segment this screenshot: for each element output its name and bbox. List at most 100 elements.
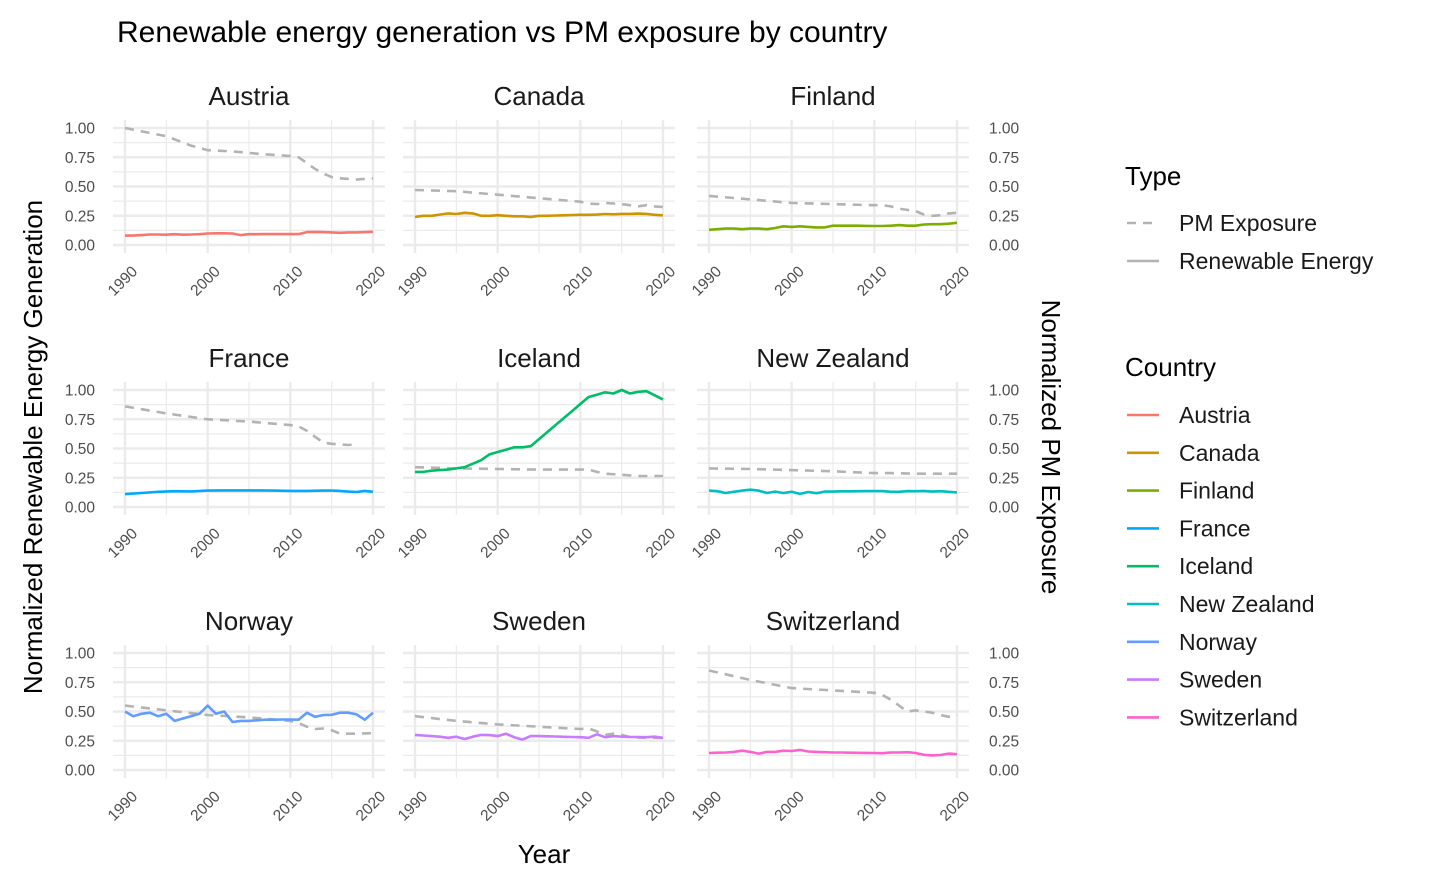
panel-title: Sweden: [492, 606, 586, 636]
y-tick-label-left: 0.75: [65, 150, 95, 167]
y-tick-label-right: 1.00: [989, 383, 1020, 400]
y-tick-label-right: 0.50: [989, 179, 1020, 196]
panel-france: France 1990 2000 2010 2020 0.00 0.25 0.50 0.75 1.…: [65, 343, 390, 562]
renewable-energy-line: [414, 732, 664, 741]
legend-label: Finland: [1179, 478, 1254, 504]
y-tick-label-right: 0.25: [989, 733, 1019, 750]
pm-exposure-line: [124, 704, 374, 736]
x-tick-label: 1990: [395, 263, 432, 300]
y-axis-right-title: Normalized PM Exposure: [1036, 300, 1066, 595]
chart-title: Renewable energy generation vs PM exposu…: [117, 16, 887, 49]
y-tick-label-right: 0.75: [989, 150, 1019, 167]
y-tick-label-right: 0.50: [989, 441, 1020, 458]
x-tick-label: 2020: [353, 263, 390, 300]
y-tick-label-left: 1.00: [65, 121, 96, 138]
legend-label: Switzerland: [1179, 704, 1298, 730]
pm-exposure-line: [708, 194, 958, 218]
x-tick-label: 1990: [105, 263, 142, 300]
panel-title: New Zealand: [756, 343, 909, 373]
legend-label: New Zealand: [1179, 591, 1315, 617]
x-tick-label: 2010: [560, 525, 597, 562]
x-tick-label: 2000: [477, 263, 514, 300]
panel-title: Austria: [209, 81, 290, 111]
y-tick-label-left: 0.00: [65, 500, 96, 517]
y-tick-label-left: 0.50: [65, 704, 96, 721]
renewable-energy-line: [415, 388, 664, 474]
panel-norway: Norway 1990 2000 2010 2020 0.00 0.25 0.50 0.75 1.…: [65, 606, 390, 825]
x-tick-label: 2000: [771, 525, 808, 562]
y-tick-label-left: 0.50: [65, 441, 96, 458]
x-tick-label: 2000: [187, 263, 224, 300]
legend-type: Type PM Exposure Renewable Energy: [1125, 161, 1374, 274]
y-tick-label-right: 0.50: [989, 704, 1020, 721]
y-axis-left-title: Normalized Renewable Energy Generation: [18, 200, 48, 694]
panel-title: Iceland: [497, 343, 581, 373]
y-tick-label-left: 0.75: [65, 412, 95, 429]
x-tick-label: 2010: [854, 788, 891, 825]
panel-austria: Austria 1990 2000 2010 2020 0.00 0.25 0.50 0.75 1…: [65, 81, 390, 300]
panel-new-zealand: New Zealand 1990 2000 2010 2020 0.00 0.25 0.50 0…: [689, 343, 1020, 562]
x-tick-label: 2010: [854, 263, 891, 300]
panel-title: France: [209, 343, 290, 373]
pm-exposure-line: [414, 714, 663, 740]
y-tick-label-left: 0.00: [65, 763, 96, 780]
x-tick-label: 2010: [270, 525, 307, 562]
y-tick-label-right: 0.75: [989, 412, 1019, 429]
renewable-energy-line: [708, 221, 958, 232]
renewable-energy-line: [124, 704, 374, 724]
x-tick-label: 1990: [105, 525, 142, 562]
x-tick-label: 2020: [937, 788, 974, 825]
x-tick-label: 2020: [937, 263, 974, 300]
panel-title: Canada: [493, 81, 585, 111]
pm-exposure-line: [414, 188, 664, 209]
legend-type-title: Type: [1125, 161, 1181, 191]
x-tick-label: 2020: [643, 263, 680, 300]
x-tick-label: 2010: [270, 263, 307, 300]
y-tick-label-left: 1.00: [65, 646, 96, 663]
panel-title: Switzerland: [766, 606, 900, 636]
pm-exposure-line: [124, 126, 374, 181]
renewable-energy-line: [125, 230, 374, 237]
pm-exposure-line: [124, 405, 357, 447]
renewable-energy-line: [708, 748, 958, 757]
x-tick-label: 2010: [560, 788, 597, 825]
x-tick-label: 2000: [477, 788, 514, 825]
legend-label: Renewable Energy: [1179, 248, 1374, 274]
legend-label: Iceland: [1179, 553, 1253, 579]
x-tick-label: 1990: [689, 263, 726, 300]
x-tick-label: 2000: [477, 525, 514, 562]
legend-country: Country Austria Canada Finland France Icelan…: [1125, 352, 1315, 730]
x-tick-label: 2010: [854, 525, 891, 562]
y-tick-label-left: 0.25: [65, 733, 95, 750]
x-tick-label: 2020: [643, 525, 680, 562]
legend-label: Canada: [1179, 440, 1260, 466]
y-tick-label-left: 0.25: [65, 208, 95, 225]
y-tick-label-left: 0.50: [65, 179, 96, 196]
pm-exposure-line: [708, 669, 958, 719]
x-tick-label: 1990: [395, 788, 432, 825]
x-tick-label: 2000: [771, 788, 808, 825]
x-tick-label: 2010: [270, 788, 307, 825]
panel-iceland: Iceland 1990 2000 2010 2020: [395, 343, 680, 562]
x-axis-title: Year: [518, 839, 571, 869]
x-tick-label: 2020: [643, 788, 680, 825]
pm-exposure-line: [708, 467, 957, 476]
y-tick-label-left: 0.25: [65, 470, 95, 487]
renewable-energy-line: [708, 488, 958, 496]
x-tick-label: 1990: [105, 788, 142, 825]
x-tick-label: 2000: [187, 525, 224, 562]
x-tick-label: 2020: [937, 525, 974, 562]
x-tick-label: 2020: [353, 788, 390, 825]
panel-title: Finland: [790, 81, 875, 111]
x-tick-label: 1990: [395, 525, 432, 562]
y-tick-label-right: 0.75: [989, 675, 1019, 692]
y-tick-label-right: 0.00: [989, 763, 1020, 780]
panel-finland: Finland 1990 2000 2010 2020 0.00 0.25 0.50 0.75 1…: [689, 81, 1020, 300]
panel-switzerland: Switzerland 1990 2000 2010 2020 0.00 0.25 0.50 0…: [689, 606, 1020, 825]
y-tick-label-right: 0.25: [989, 208, 1019, 225]
x-tick-label: 2020: [353, 525, 390, 562]
y-tick-label-right: 1.00: [989, 121, 1020, 138]
x-tick-label: 2000: [771, 263, 808, 300]
x-tick-label: 1990: [689, 788, 726, 825]
